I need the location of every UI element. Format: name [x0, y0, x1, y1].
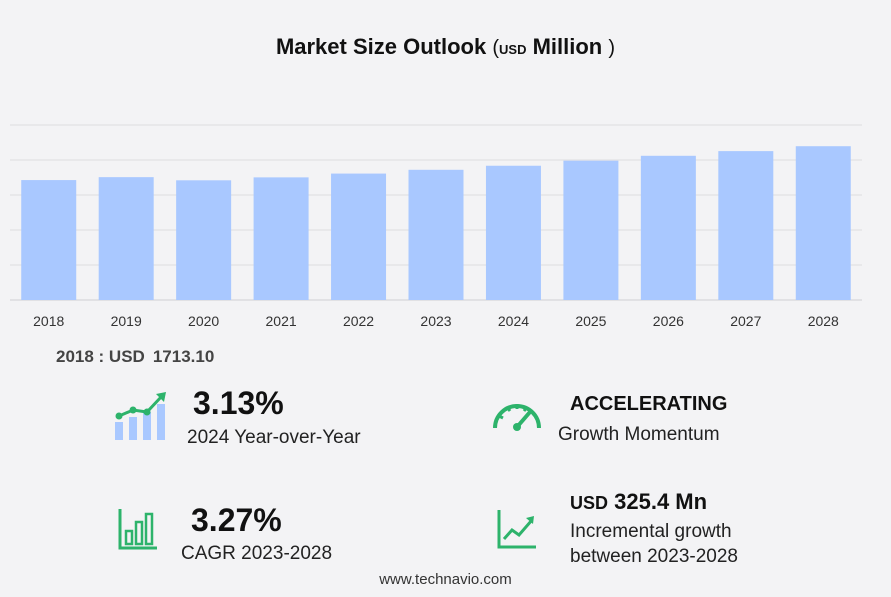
bar-2018 [21, 180, 77, 300]
bar-2026 [640, 155, 696, 300]
yoy-value: 3.13% [193, 385, 284, 421]
x-tick-label-2027: 2027 [730, 313, 761, 329]
cagr-label: CAGR 2023-2028 [181, 543, 333, 564]
bar-2027 [718, 151, 774, 300]
x-tick-label-2024: 2024 [498, 313, 529, 329]
x-tick-label-2025: 2025 [575, 313, 606, 329]
bar-2024 [485, 165, 541, 300]
base-year-amount: 1713.10 [152, 347, 215, 366]
bar-2023 [408, 169, 464, 300]
x-tick-label-2028: 2028 [808, 313, 839, 329]
source-url: www.technavio.com [379, 571, 512, 588]
title-paren-open: ( [492, 37, 500, 59]
bar-2028 [795, 146, 851, 300]
cagr-value: 3.27% [191, 502, 282, 538]
title-text: Market Size Outlook [275, 34, 487, 59]
x-tick-label-2018: 2018 [33, 313, 64, 329]
momentum-value: ACCELERATING [570, 393, 728, 415]
chart-title: Market Size Outlook (USD Million ) [0, 34, 891, 60]
speedometer-icon [490, 396, 544, 437]
x-tick-label-2020: 2020 [188, 313, 219, 329]
growth-chart-icon [112, 390, 170, 447]
yoy-label: 2024 Year-over-Year [187, 427, 361, 448]
x-tick-label-2022: 2022 [343, 313, 374, 329]
bar-2021 [253, 177, 309, 300]
bar-2025 [563, 160, 619, 300]
incremental-currency: USD [570, 493, 609, 513]
title-paren-close: ) [608, 37, 616, 59]
base-year-label: 2018 : USD [56, 347, 145, 366]
incremental-label-line2: between 2023-2028 [570, 546, 738, 567]
trend-line-icon [496, 508, 538, 555]
bar-2022 [331, 173, 387, 300]
bar-2020 [176, 180, 232, 300]
base-year-value: 2018 : USD 1713.10 [56, 347, 214, 367]
incremental-label-line1: Incremental growth [570, 521, 732, 542]
x-tick-label-2019: 2019 [111, 313, 142, 329]
x-tick-label-2026: 2026 [653, 313, 684, 329]
bar-graph-icon [117, 507, 159, 556]
x-tick-label-2021: 2021 [266, 313, 297, 329]
x-tick-label-2023: 2023 [420, 313, 451, 329]
title-unit-currency: USD [499, 42, 527, 57]
incremental-value: USD 325.4 Mn [570, 489, 707, 515]
incremental-amount: 325.4 Mn [614, 489, 708, 514]
title-unit-word: Million [532, 34, 603, 59]
momentum-label: Growth Momentum [558, 424, 720, 445]
bar-2019 [98, 177, 154, 300]
bar-chart: 2018 2019 2020 2021 2022 2023 2024 2025 2026 2027… [10, 124, 862, 329]
